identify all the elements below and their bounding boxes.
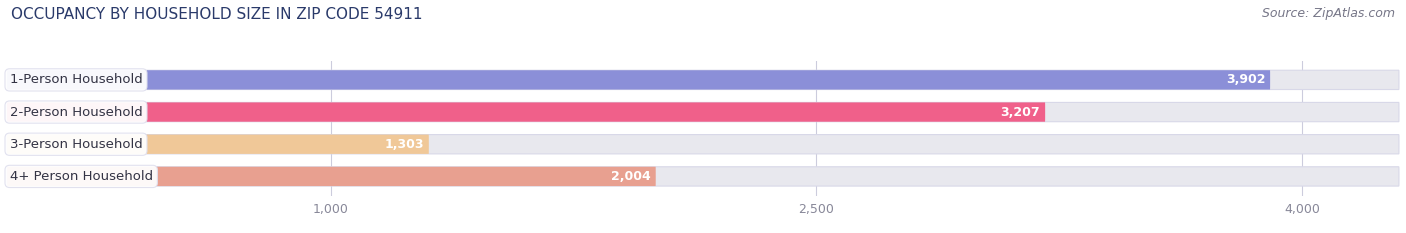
Text: 4+ Person Household: 4+ Person Household — [10, 170, 153, 183]
Text: 2-Person Household: 2-Person Household — [10, 106, 142, 119]
FancyBboxPatch shape — [7, 103, 1399, 122]
FancyBboxPatch shape — [7, 70, 1270, 89]
FancyBboxPatch shape — [7, 70, 1399, 89]
FancyBboxPatch shape — [7, 103, 1045, 122]
Text: 3,207: 3,207 — [1001, 106, 1040, 119]
FancyBboxPatch shape — [7, 135, 429, 154]
FancyBboxPatch shape — [7, 167, 1399, 186]
Text: OCCUPANCY BY HOUSEHOLD SIZE IN ZIP CODE 54911: OCCUPANCY BY HOUSEHOLD SIZE IN ZIP CODE … — [11, 7, 423, 22]
FancyBboxPatch shape — [7, 135, 1399, 154]
Text: 3,902: 3,902 — [1226, 73, 1265, 86]
Text: 1-Person Household: 1-Person Household — [10, 73, 142, 86]
Text: 2,004: 2,004 — [612, 170, 651, 183]
Text: 3-Person Household: 3-Person Household — [10, 138, 142, 151]
FancyBboxPatch shape — [7, 167, 655, 186]
Text: Source: ZipAtlas.com: Source: ZipAtlas.com — [1261, 7, 1395, 20]
Text: 1,303: 1,303 — [384, 138, 425, 151]
